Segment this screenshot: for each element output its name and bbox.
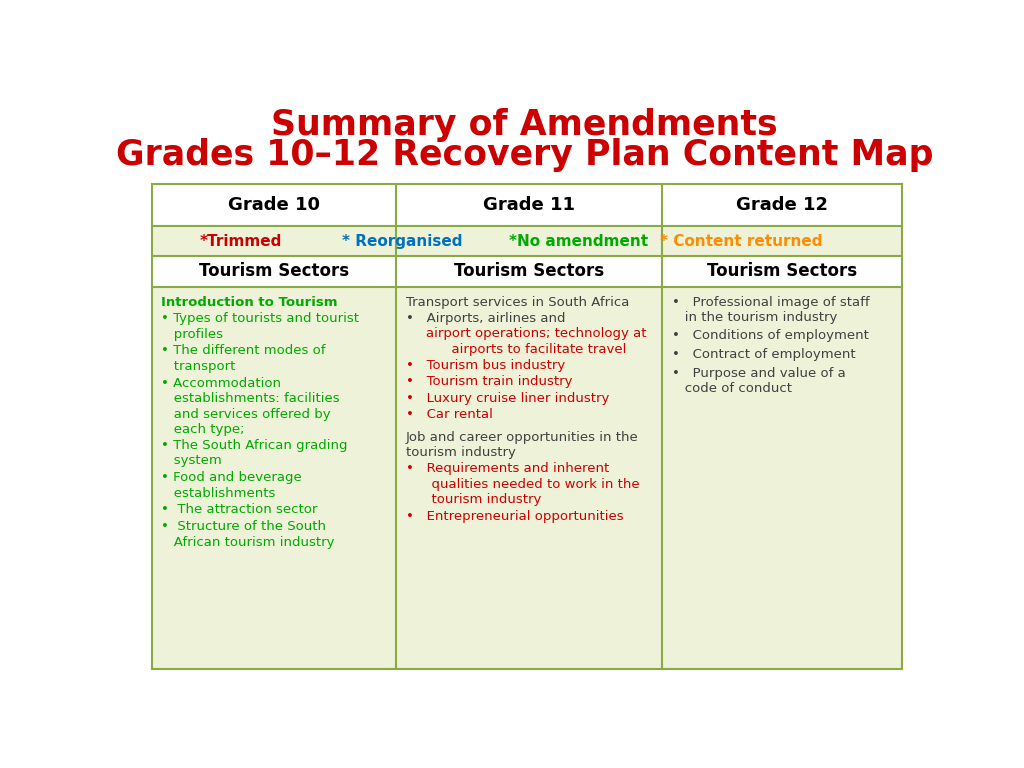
Text: •   Professional image of staff
   in the tourism industry: • Professional image of staff in the tou… [672, 296, 869, 324]
Text: • Types of tourists and tourist
   profiles: • Types of tourists and tourist profiles [162, 313, 359, 341]
Text: *No amendment: *No amendment [509, 233, 648, 249]
Text: Grade 10: Grade 10 [228, 196, 321, 214]
Text: • The South African grading
   system: • The South African grading system [162, 439, 348, 467]
Text: •   Purpose and value of a
   code of conduct: • Purpose and value of a code of conduct [672, 367, 846, 396]
Text: •   Entrepreneurial opportunities: • Entrepreneurial opportunities [406, 510, 624, 523]
Text: •   Airports, airlines and: • Airports, airlines and [406, 313, 569, 325]
Text: airport operations; technology at
      airports to facilitate travel: airport operations; technology at airpor… [426, 327, 646, 356]
Text: Grades 10–12 Recovery Plan Content Map: Grades 10–12 Recovery Plan Content Map [116, 138, 934, 173]
Text: •  Structure of the South
   African tourism industry: • Structure of the South African tourism… [162, 521, 335, 549]
FancyBboxPatch shape [152, 227, 902, 256]
FancyBboxPatch shape [152, 184, 902, 669]
Text: * Content returned: * Content returned [659, 233, 822, 249]
Text: Tourism Sectors: Tourism Sectors [707, 263, 857, 280]
FancyBboxPatch shape [152, 184, 902, 227]
Text: •   Luxury cruise liner industry: • Luxury cruise liner industry [406, 392, 609, 405]
Text: Transport services in South Africa: Transport services in South Africa [406, 296, 629, 309]
Text: •   Tourism train industry: • Tourism train industry [406, 375, 572, 388]
Text: • Food and beverage
   establishments: • Food and beverage establishments [162, 471, 302, 499]
Text: • Accommodation
   establishments: facilities
   and services offered by
   each: • Accommodation establishments: faciliti… [162, 376, 340, 436]
Text: •   Conditions of employment: • Conditions of employment [672, 329, 868, 343]
Text: •   Requirements and inherent
      qualities needed to work in the
      touris: • Requirements and inherent qualities ne… [406, 462, 639, 506]
Text: *Trimmed: *Trimmed [200, 233, 282, 249]
Text: Tourism Sectors: Tourism Sectors [454, 263, 604, 280]
Text: Grade 11: Grade 11 [483, 196, 575, 214]
Text: •   Contract of employment: • Contract of employment [672, 348, 855, 361]
Text: •   Car rental: • Car rental [406, 408, 493, 421]
Text: • The different modes of
   transport: • The different modes of transport [162, 344, 326, 373]
Text: Job and career opportunities in the
tourism industry: Job and career opportunities in the tour… [406, 431, 639, 459]
Text: Introduction to Tourism: Introduction to Tourism [162, 296, 338, 309]
Text: Summary of Amendments: Summary of Amendments [271, 108, 778, 141]
Text: •  The attraction sector: • The attraction sector [162, 503, 317, 516]
Text: •   Tourism bus industry: • Tourism bus industry [406, 359, 565, 372]
FancyBboxPatch shape [152, 256, 902, 286]
Text: Grade 12: Grade 12 [736, 196, 828, 214]
Text: * Reorganised: * Reorganised [342, 233, 463, 249]
Text: Tourism Sectors: Tourism Sectors [199, 263, 349, 280]
